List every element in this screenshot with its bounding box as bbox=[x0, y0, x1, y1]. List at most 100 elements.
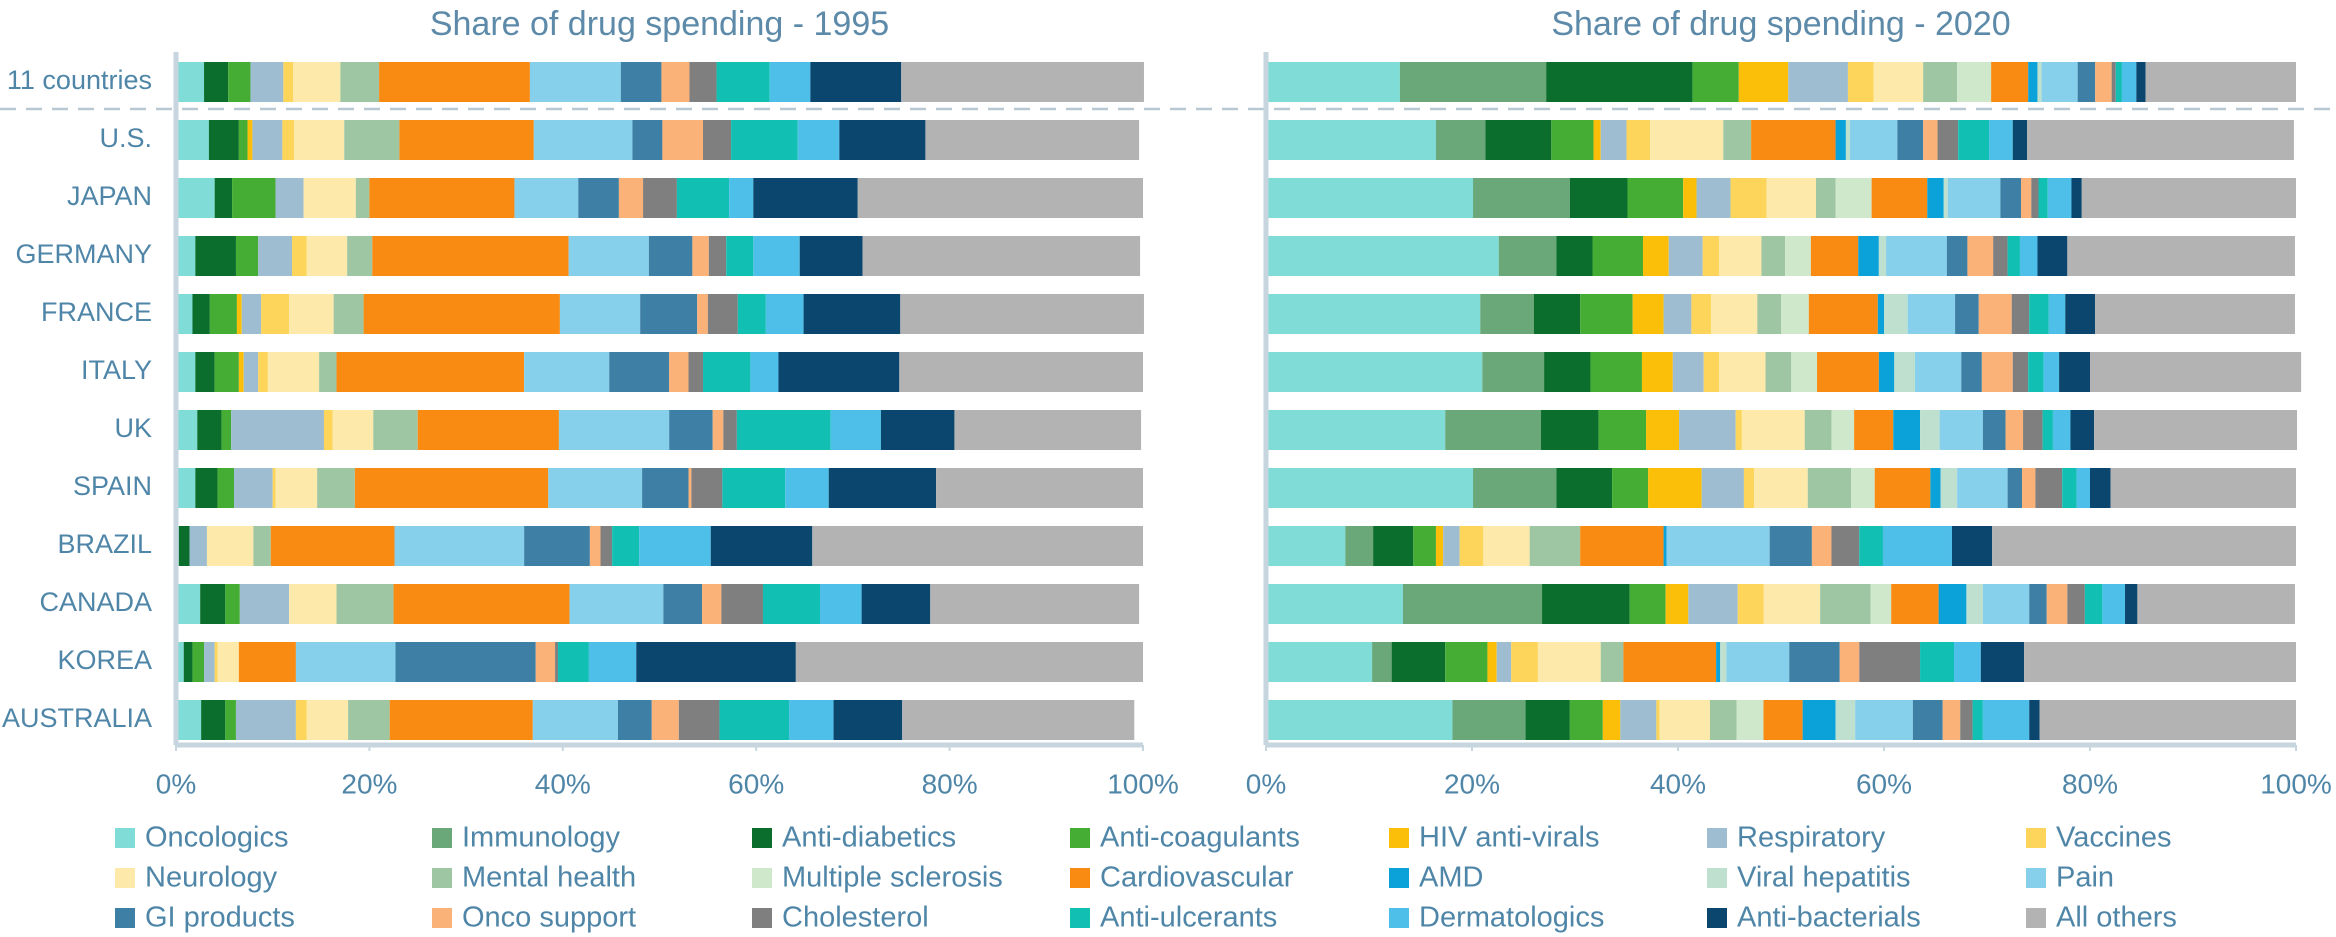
bar-segment bbox=[1496, 642, 1512, 682]
bar-segment bbox=[228, 62, 251, 102]
bar-segment bbox=[1590, 352, 1642, 392]
bar-segment bbox=[176, 62, 205, 102]
bar-segment bbox=[195, 468, 218, 508]
bar-segment bbox=[319, 352, 337, 392]
category-label: BRAZIL bbox=[57, 529, 152, 559]
legend-swatch bbox=[115, 868, 135, 888]
bar-segment bbox=[293, 120, 345, 160]
bar-segment bbox=[1847, 62, 1874, 102]
bar-segment bbox=[2012, 352, 2029, 392]
bar-segment bbox=[1966, 584, 1983, 624]
bar-segment bbox=[1859, 526, 1883, 566]
bar-segment bbox=[1982, 410, 2006, 450]
bar-segment bbox=[1525, 700, 1570, 740]
bar-segment bbox=[936, 468, 1143, 508]
legend-swatch bbox=[1707, 908, 1727, 928]
bar-segment bbox=[1972, 700, 1983, 740]
bar-segment bbox=[221, 410, 232, 450]
bar-segment bbox=[676, 178, 730, 218]
bar-segment bbox=[197, 410, 222, 450]
bar-segment bbox=[691, 468, 723, 508]
bar-segment bbox=[1886, 236, 1947, 276]
bar-segment bbox=[176, 410, 198, 450]
bar-segment bbox=[862, 236, 1141, 276]
bar-segment bbox=[702, 584, 722, 624]
bar-segment bbox=[176, 700, 202, 740]
bar-segment bbox=[632, 120, 663, 160]
bar-segment bbox=[1600, 642, 1624, 682]
category-label: GERMANY bbox=[15, 239, 152, 269]
bar-segment bbox=[1754, 468, 1808, 508]
bar-segment bbox=[1981, 352, 2013, 392]
bar-segment bbox=[1820, 584, 1871, 624]
x-tick-label: 60% bbox=[1856, 768, 1912, 799]
bar-segment bbox=[2052, 410, 2071, 450]
bar-segment bbox=[1650, 120, 1724, 160]
bar-segment bbox=[1850, 120, 1898, 160]
bar-segment bbox=[1663, 526, 1667, 566]
bar-segment bbox=[524, 526, 590, 566]
legend-swatch bbox=[1707, 868, 1727, 888]
bar-segment bbox=[1483, 526, 1530, 566]
bar-segment bbox=[1743, 468, 1755, 508]
legend-label: HIV anti-virals bbox=[1419, 822, 1600, 854]
legend-swatch bbox=[1389, 868, 1409, 888]
bar-segment bbox=[235, 236, 259, 276]
bar-segment bbox=[688, 468, 692, 508]
bar-segment bbox=[712, 410, 724, 450]
bar-segment bbox=[828, 468, 937, 508]
bar-segment bbox=[292, 236, 307, 276]
legend-swatch bbox=[432, 908, 452, 928]
bar-segment bbox=[2027, 120, 2294, 160]
bar-segment bbox=[857, 178, 1143, 218]
bar-segment bbox=[1399, 62, 1547, 102]
legend-swatch bbox=[1070, 868, 1090, 888]
bar-segment bbox=[232, 178, 276, 218]
bar-segment bbox=[2029, 294, 2049, 334]
legend-label: Neurology bbox=[145, 862, 278, 894]
category-label: UK bbox=[114, 413, 152, 443]
bar-segment bbox=[514, 178, 579, 218]
bar-segment bbox=[1593, 120, 1601, 160]
bar-segment bbox=[2090, 352, 2302, 392]
bar-segment bbox=[639, 526, 711, 566]
bar-segment bbox=[753, 178, 858, 218]
bar-segment bbox=[719, 700, 790, 740]
bar-segment bbox=[954, 410, 1142, 450]
bar-segment bbox=[344, 120, 400, 160]
bar-segment bbox=[1482, 352, 1545, 392]
bar-segment bbox=[192, 642, 205, 682]
bar-segment bbox=[1709, 700, 1737, 740]
legend-label: Cardiovascular bbox=[1100, 862, 1294, 894]
bar-segment bbox=[1266, 410, 1446, 450]
bar-segment bbox=[2090, 468, 2111, 508]
bar-segment bbox=[2095, 294, 2295, 334]
bar-segment bbox=[1920, 642, 1955, 682]
legend-swatch bbox=[2026, 908, 2046, 928]
bar-segment bbox=[1808, 294, 1878, 334]
bar-segment bbox=[1703, 352, 1720, 392]
legend-swatch bbox=[115, 908, 135, 928]
bar-segment bbox=[662, 120, 704, 160]
legend-label: Anti-coagulants bbox=[1100, 822, 1300, 854]
bar-segment bbox=[1851, 468, 1875, 508]
bar-segment bbox=[2062, 468, 2077, 508]
legend-label: Vaccines bbox=[2056, 822, 2172, 854]
bar-segment bbox=[206, 526, 254, 566]
bar-segment bbox=[373, 410, 418, 450]
bar-segment bbox=[1954, 642, 1981, 682]
bar-segment bbox=[2041, 62, 2078, 102]
bar-segment bbox=[1874, 468, 1931, 508]
bar-segment bbox=[1978, 294, 2012, 334]
bar-segment bbox=[1266, 294, 1481, 334]
legend-label: Anti-ulcerants bbox=[1100, 902, 1277, 934]
bar-segment bbox=[253, 526, 271, 566]
bar-segment bbox=[1600, 120, 1627, 160]
bar-segment bbox=[1943, 178, 1948, 218]
bar-segment bbox=[1542, 584, 1630, 624]
bar-segment bbox=[394, 526, 525, 566]
bar-segment bbox=[1951, 526, 1993, 566]
bar-segment bbox=[247, 120, 253, 160]
bar-segment bbox=[1632, 294, 1664, 334]
bar-segment bbox=[1785, 236, 1811, 276]
